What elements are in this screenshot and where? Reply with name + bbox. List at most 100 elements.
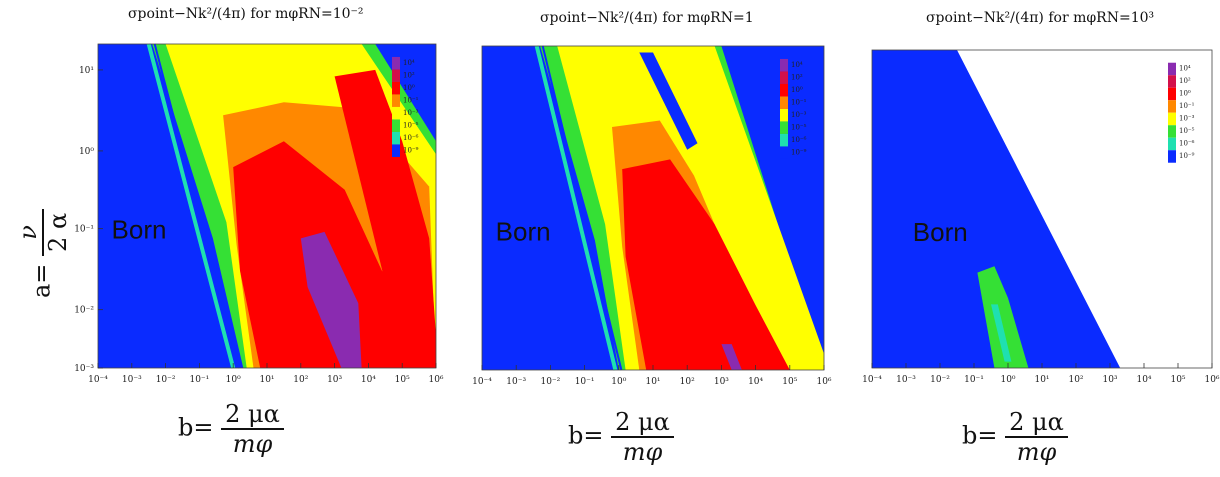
legend-swatch xyxy=(1168,112,1176,126)
x-axis-denominator: mφ xyxy=(232,430,273,458)
panel-2-title: σpoint−Nk²/(4π) for mφRN=1 xyxy=(540,10,754,26)
x-tick-label: 10⁻¹ xyxy=(575,377,595,387)
legend-label: 10⁴ xyxy=(1179,65,1191,73)
region-2 xyxy=(991,304,1012,362)
x-tick-label: 10⁻³ xyxy=(122,375,142,385)
x-tick-label: 10⁻⁴ xyxy=(862,375,882,385)
legend-label: 10² xyxy=(403,71,415,79)
x-tick-label: 10⁴ xyxy=(1136,375,1151,385)
legend-swatch xyxy=(780,146,788,159)
panel-2-heatmap: 10⁻⁴ 10⁻³ 10⁻² 10⁻¹ 10⁰ 10¹ 10² 10³ 10⁴ 10⁵ 10⁶ Bor… xyxy=(472,45,832,387)
legend-swatch xyxy=(392,56,400,70)
legend-label: 10² xyxy=(791,73,803,81)
legend-label: 10⁻¹ xyxy=(1179,102,1195,110)
legend-swatch xyxy=(780,58,788,72)
x-tick-label: 10¹ xyxy=(259,375,274,385)
region-4 xyxy=(622,159,790,370)
region-5 xyxy=(334,69,436,336)
x-tick-label: 10⁵ xyxy=(782,377,797,387)
legend-label: 10⁻⁶ xyxy=(791,136,807,144)
x-tick-label: 10⁻³ xyxy=(896,375,916,385)
legend-swatch xyxy=(1168,100,1176,113)
legend-label: 10⁰ xyxy=(791,86,803,94)
y-axis-numerator: ν xyxy=(14,208,44,256)
legend-swatch xyxy=(392,144,400,157)
x-tick-label: 10⁻⁴ xyxy=(472,377,492,387)
region-0 xyxy=(872,50,1121,368)
x-tick-label: 10⁻² xyxy=(156,375,176,385)
legend-label: 10⁻⁶ xyxy=(1179,140,1195,148)
legend-swatch xyxy=(780,108,788,122)
legend-label: 10⁴ xyxy=(791,61,803,69)
born-label: Born xyxy=(496,216,551,246)
diagonal-band-inner xyxy=(541,45,623,371)
x-tick-label: 10² xyxy=(1068,375,1083,385)
legend-label: 10⁰ xyxy=(1179,90,1191,98)
x-tick-label: 10³ xyxy=(714,377,729,387)
panel-3-heatmap: 10⁻⁴ 10⁻³ 10⁻² 10⁻¹ 10⁰ 10¹ 10² 10³ 10⁴ 10⁵ 10⁶ Bor… xyxy=(862,49,1220,385)
legend-swatch xyxy=(1168,150,1176,163)
x-tick-label: 10⁶ xyxy=(1204,375,1219,385)
panel-3-title: σpoint−Nk²/(4π) for mφRN=10³ xyxy=(926,10,1155,26)
panel-2-x-axis-label: b= 2 μα mφ xyxy=(568,408,674,466)
legend-swatch xyxy=(392,94,400,107)
x-tick-label: 10⁵ xyxy=(1170,375,1185,385)
x-tick-label: 10³ xyxy=(327,375,342,385)
legend-label: 10⁻¹ xyxy=(791,98,807,106)
panel-1-heatmap: 10⁻⁴ 10⁻³ 10⁻² 10⁻¹ 10⁰ 10¹ 10² 10³ 10⁴ 10⁵ 10⁶ 10¹… xyxy=(74,43,444,385)
region-6 xyxy=(721,344,742,370)
legend-swatch xyxy=(780,96,788,109)
legend-label: 10⁻⁵ xyxy=(791,123,807,131)
legend-swatch xyxy=(1168,87,1176,101)
diagonal-band xyxy=(534,45,618,371)
x-tick-label: 10⁻⁴ xyxy=(88,375,108,385)
x-tick-label: 10⁵ xyxy=(395,375,410,385)
panel-3-x-axis-label: b= 2 μα mφ xyxy=(962,408,1068,466)
legend-label: 10⁻⁵ xyxy=(403,121,419,129)
x-tick-label: 10¹ xyxy=(1034,375,1049,385)
born-label: Born xyxy=(112,214,167,244)
x-tick-label: 10⁰ xyxy=(611,377,626,387)
y-tick-label: 10¹ xyxy=(79,66,94,76)
y-tick-label: 10⁻² xyxy=(74,306,94,316)
legend-swatch xyxy=(392,81,400,95)
x-tick-label: 10¹ xyxy=(645,377,660,387)
x-tick-label: 10² xyxy=(293,375,308,385)
panel-1-x-axis-label: b= 2 μα mφ xyxy=(178,400,284,458)
legend-label: 10⁻³ xyxy=(403,109,419,117)
x-tick-label: 10³ xyxy=(1102,375,1117,385)
legend-label: 10⁴ xyxy=(403,59,415,67)
legend-swatch xyxy=(780,121,788,134)
legend-label: 10² xyxy=(1179,77,1191,85)
legend-swatch xyxy=(1168,62,1176,76)
region-5 xyxy=(639,52,698,150)
x-tick-label: 10⁻² xyxy=(930,375,950,385)
x-tick-label: 10⁴ xyxy=(748,377,763,387)
legend-label: 10⁻⁹ xyxy=(403,146,419,154)
legend-swatch xyxy=(780,133,788,147)
legend-label: 10⁻⁶ xyxy=(403,134,419,142)
legend-label: 10⁻⁵ xyxy=(1179,127,1195,135)
diagonal-band xyxy=(146,43,236,369)
legend-swatch xyxy=(392,69,400,82)
x-tick-label: 10⁶ xyxy=(428,375,443,385)
x-tick-label: 10⁻¹ xyxy=(189,375,209,385)
diagonal-band-inner xyxy=(153,43,241,369)
panel-1-title: σpoint−Nk²/(4π) for mφRN=10⁻² xyxy=(128,6,364,22)
legend-swatch xyxy=(392,131,400,145)
x-tick-label: 10⁶ xyxy=(816,377,831,387)
legend-label: 10⁻³ xyxy=(1179,115,1195,123)
legend-swatch xyxy=(780,83,788,97)
region-6 xyxy=(300,231,362,368)
x-tick-label: 10⁻² xyxy=(540,377,560,387)
legend-swatch xyxy=(780,71,788,84)
y-axis-label: a= ν 2 α xyxy=(14,208,72,298)
y-axis-denominator: 2 α xyxy=(44,212,72,252)
legend-swatch xyxy=(1168,125,1176,138)
legend-label: 10⁰ xyxy=(403,84,415,92)
y-axis-label-prefix: a= xyxy=(27,263,56,298)
x-tick-label: 10⁰ xyxy=(1000,375,1015,385)
legend-label: 10⁻⁹ xyxy=(791,148,807,156)
x-tick-label: 10⁻³ xyxy=(506,377,526,387)
born-label: Born xyxy=(913,217,968,247)
